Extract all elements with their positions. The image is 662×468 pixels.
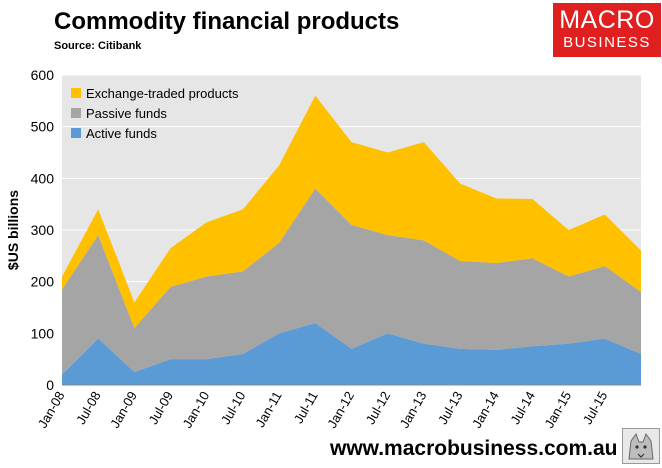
area-active-funds xyxy=(62,323,641,385)
macrobusiness-logo: MACRO BUSINESS xyxy=(553,3,661,57)
x-tick-label: Jan-09 xyxy=(107,389,140,431)
y-tick-label: 0 xyxy=(46,377,54,393)
x-tick-label: Jul-10 xyxy=(218,389,249,427)
wolf-logo-icon xyxy=(622,428,660,464)
source-note: Source: Citibank xyxy=(54,40,142,52)
y-axis-label: $US billions xyxy=(5,190,21,270)
y-tick-label: 300 xyxy=(31,222,55,238)
area-exchange-traded-products xyxy=(62,95,641,329)
logo-line-2: BUSINESS xyxy=(563,34,651,51)
y-axis-ticks: 0 100 200 300 400 500 600 xyxy=(31,67,55,393)
x-tick-label: Jan-14 xyxy=(469,389,502,431)
x-tick-label: Jul-12 xyxy=(363,389,394,427)
chart-title: Commodity financial products xyxy=(54,8,400,35)
x-tick-label: Jul-08 xyxy=(73,389,104,427)
legend-label: Passive funds xyxy=(86,106,167,121)
legend-swatch xyxy=(71,128,81,138)
area-passive-funds xyxy=(62,188,641,375)
x-tick-label: Jul-11 xyxy=(291,389,321,426)
x-axis-ticks: Jan-08 Jul-08 Jan-09 Jul-09 Jan-10 Jul-10 Jan-… xyxy=(35,389,611,431)
x-tick-label: Jan-15 xyxy=(541,389,574,431)
x-tick-label: Jan-11 xyxy=(252,389,284,430)
x-tick-label: Jul-14 xyxy=(507,389,538,427)
legend-label: Exchange-traded products xyxy=(86,86,239,101)
legend: Exchange-traded products Passive funds Act… xyxy=(71,86,239,141)
y-tick-label: 500 xyxy=(31,119,55,135)
x-tick-label: Jul-15 xyxy=(580,389,611,427)
legend-swatch xyxy=(71,88,81,98)
x-tick-label: Jan-08 xyxy=(35,389,68,431)
legend-label: Active funds xyxy=(86,126,157,141)
website-footer: www.macrobusiness.com.au xyxy=(330,437,618,460)
x-tick-label: Jan-13 xyxy=(397,389,430,431)
y-tick-label: 600 xyxy=(31,67,55,83)
series-areas xyxy=(62,95,641,386)
y-tick-label: 100 xyxy=(31,325,55,341)
x-tick-label: Jul-09 xyxy=(145,389,176,427)
y-tick-label: 400 xyxy=(31,170,55,186)
x-tick-label: Jul-13 xyxy=(435,389,466,427)
logo-line-1: MACRO xyxy=(559,6,655,34)
legend-swatch xyxy=(71,108,81,118)
x-tick-label: Jan-10 xyxy=(179,389,212,431)
y-tick-label: 200 xyxy=(31,274,55,290)
x-tick-label: Jan-12 xyxy=(324,389,357,431)
